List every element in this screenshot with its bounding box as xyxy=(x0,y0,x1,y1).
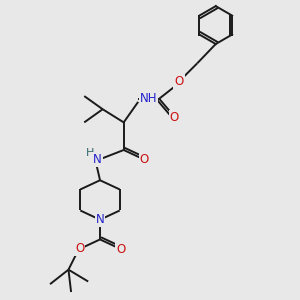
Text: N: N xyxy=(93,153,102,166)
Text: O: O xyxy=(75,242,84,255)
Text: N: N xyxy=(96,213,104,226)
Text: NH: NH xyxy=(140,92,157,105)
Text: O: O xyxy=(169,111,179,124)
Text: O: O xyxy=(140,154,149,166)
Text: O: O xyxy=(116,243,125,256)
Text: H: H xyxy=(86,148,94,158)
Text: O: O xyxy=(174,75,184,88)
